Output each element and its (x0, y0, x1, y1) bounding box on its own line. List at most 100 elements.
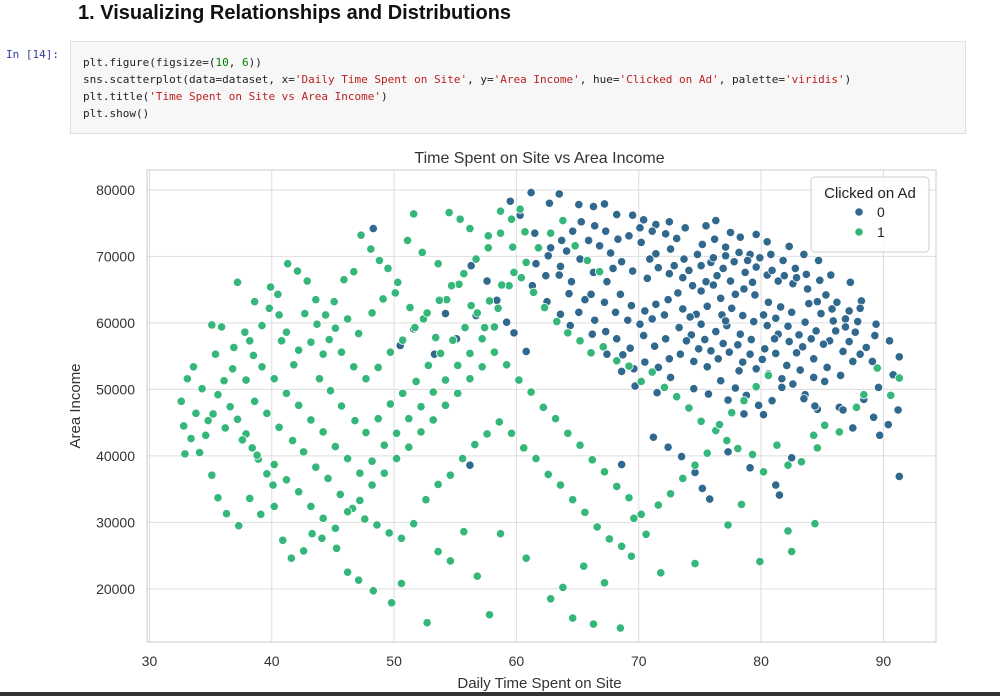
data-point-class-1 (379, 468, 389, 478)
data-point-class-0 (840, 314, 851, 324)
data-point-class-1 (274, 310, 284, 320)
data-point-class-1 (409, 519, 419, 529)
x-tick-label: 80 (753, 653, 769, 669)
data-point-class-1 (367, 456, 377, 466)
data-point-class-1 (598, 342, 608, 352)
data-point-class-0 (608, 263, 618, 273)
data-point-class-1 (558, 215, 568, 226)
data-point-class-0 (801, 269, 811, 279)
data-point-class-1 (405, 303, 415, 313)
data-point-class-0 (617, 459, 627, 470)
data-point-class-0 (831, 326, 841, 336)
data-point-class-1 (311, 295, 321, 305)
data-point-class-1 (372, 520, 382, 530)
data-point-class-1 (274, 422, 284, 432)
data-point-class-0 (626, 301, 637, 311)
data-point-class-1 (493, 303, 503, 313)
data-point-class-1 (294, 345, 304, 355)
data-point-class-1 (404, 442, 414, 452)
data-point-class-1 (579, 561, 589, 571)
data-point-class-1 (283, 259, 293, 269)
data-point-class-1 (398, 388, 408, 398)
data-point-class-0 (617, 257, 627, 267)
data-point-class-1 (702, 448, 712, 458)
data-point-class-1 (641, 529, 651, 539)
data-point-class-1 (626, 551, 637, 561)
data-point-class-0 (777, 382, 787, 392)
data-point-class-0 (696, 261, 706, 271)
data-point-class-1 (722, 435, 732, 446)
data-point-class-1 (186, 433, 196, 444)
data-point-class-0 (466, 261, 476, 271)
data-point-class-0 (873, 382, 884, 392)
data-point-class-0 (870, 330, 880, 341)
data-point-class-1 (434, 295, 444, 305)
data-point-class-0 (580, 295, 590, 305)
data-point-class-0 (855, 349, 865, 359)
data-point-class-0 (821, 290, 831, 300)
data-point-class-0 (827, 304, 837, 314)
data-point-class-1 (324, 334, 334, 345)
data-point-class-0 (720, 251, 731, 261)
data-point-class-0 (711, 326, 721, 337)
data-point-class-1 (453, 388, 463, 398)
data-point-class-0 (679, 254, 689, 264)
data-point-class-0 (835, 370, 846, 381)
data-point-class-0 (599, 199, 610, 209)
data-point-class-1 (787, 546, 797, 557)
data-point-class-0 (635, 223, 645, 233)
y-tick-label: 60000 (96, 315, 135, 331)
data-point-class-0 (762, 320, 772, 331)
data-point-class-0 (678, 304, 688, 314)
data-point-class-1 (506, 428, 517, 438)
data-point-class-0 (623, 315, 633, 325)
code-cell[interactable]: plt.figure(figsize=(10, 6)) sns.scatterpl… (70, 41, 966, 134)
data-point-class-0 (639, 215, 649, 225)
data-point-class-0 (755, 253, 765, 263)
data-point-class-0 (730, 289, 740, 299)
data-point-class-0 (720, 316, 731, 326)
data-point-class-1 (494, 417, 504, 427)
data-point-class-1 (306, 415, 316, 425)
data-point-class-0 (635, 319, 645, 329)
data-point-class-0 (601, 326, 611, 337)
x-tick-label: 70 (631, 653, 647, 669)
data-point-class-1 (330, 523, 340, 533)
data-point-class-0 (723, 447, 733, 457)
data-point-class-1 (696, 416, 706, 426)
data-point-class-1 (588, 619, 599, 629)
data-point-class-1 (521, 553, 531, 563)
data-point-class-0 (440, 308, 451, 319)
data-point-class-0 (702, 301, 712, 311)
data-point-class-1 (402, 235, 413, 246)
data-point-class-0 (743, 255, 753, 266)
data-point-class-0 (651, 299, 661, 309)
data-point-class-0 (774, 490, 785, 500)
data-point-class-1 (599, 578, 610, 588)
data-point-class-1 (543, 469, 553, 480)
data-point-class-0 (763, 297, 774, 307)
data-point-class-0 (750, 290, 760, 300)
data-point-class-1 (465, 223, 475, 234)
data-point-class-1 (714, 420, 725, 430)
data-point-class-0 (751, 364, 761, 374)
data-point-class-0 (773, 276, 783, 286)
data-point-class-1 (354, 328, 364, 339)
data-point-class-0 (526, 188, 536, 198)
data-point-class-1 (755, 556, 765, 567)
data-point-class-1 (219, 376, 229, 386)
x-tick-label: 30 (142, 653, 158, 669)
data-point-class-1 (287, 435, 298, 446)
data-point-class-0 (720, 242, 731, 252)
legend-label: 1 (877, 224, 885, 240)
data-point-class-1 (367, 308, 377, 318)
data-point-class-0 (875, 430, 885, 440)
data-point-class-0 (702, 362, 712, 372)
data-point-class-0 (665, 244, 676, 254)
data-point-class-1 (276, 336, 287, 346)
data-point-class-1 (477, 334, 487, 344)
data-point-class-1 (248, 350, 259, 361)
data-point-class-0 (738, 357, 748, 367)
data-point-class-1 (361, 374, 371, 384)
data-point-class-0 (869, 412, 879, 422)
